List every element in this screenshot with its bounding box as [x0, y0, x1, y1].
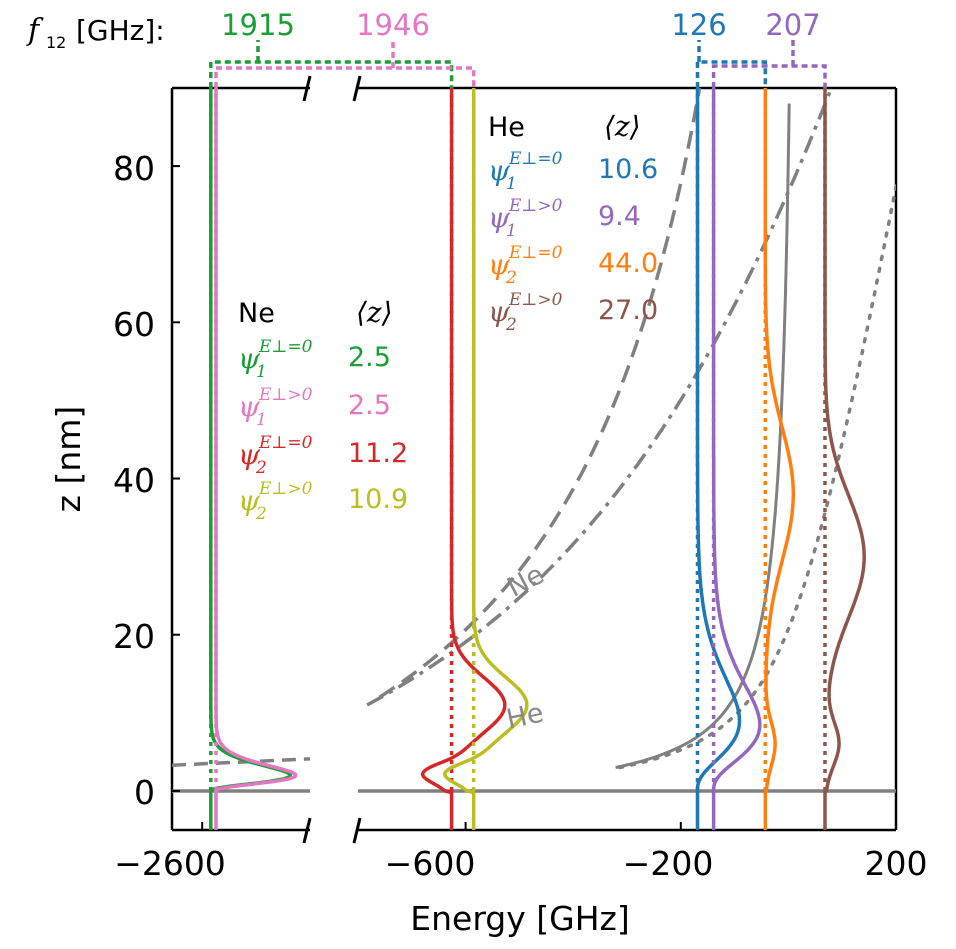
wavefunction-curve: [209, 88, 292, 830]
f12-header: f 12 [GHz]:: [26, 13, 165, 52]
legend-ne-entry: ψ 1 E⊥=0 2.5: [238, 337, 391, 382]
legend-psi: ψ: [488, 248, 511, 281]
he-potential-field: [618, 177, 896, 770]
legend-sup: E⊥>0: [508, 290, 563, 310]
transition-label-1915: 1915: [221, 8, 295, 42]
legend-ne-entry: ψ 2 E⊥=0 11.2: [238, 433, 408, 478]
y-tick-label: 60: [113, 305, 155, 344]
legend-value: 27.0: [598, 295, 658, 326]
legend-sup: E⊥>0: [508, 196, 563, 216]
wavefunction-curve: [420, 88, 507, 830]
legend-sup: E⊥=0: [508, 149, 563, 169]
legend-he-zlabel: ⟨z⟩: [604, 110, 641, 143]
f12-unit: [GHz]:: [76, 14, 165, 47]
y-tick-label: 80: [113, 149, 155, 188]
transition-label-126: 126: [671, 8, 726, 42]
wavefunctions-left: [209, 88, 298, 830]
transition-brackets: [209, 40, 827, 88]
transition-label-207: 207: [765, 8, 820, 42]
legend-value: 11.2: [348, 438, 408, 469]
x-tick-labels: −2600 −600 −200 200: [114, 844, 927, 883]
transition-bracket: [711, 64, 827, 88]
wavefunction-curve: [442, 88, 529, 830]
potential-label-ne: Ne: [502, 559, 549, 604]
f12-subscript: 12: [46, 33, 66, 52]
f12-symbol: f: [26, 13, 44, 48]
legend-he: He ⟨z⟩ ψ 1 E⊥=0 10.6 ψ 1 E⊥>0 9.4 ψ 2 E⊥…: [488, 110, 658, 335]
legend-sub: 1: [506, 174, 517, 194]
x-tick-label: 200: [865, 844, 928, 883]
ne-potential-zero-field: [378, 88, 702, 699]
legend-sub: 1: [256, 362, 267, 382]
ne-potential-left: [172, 757, 310, 767]
legend-sub: 2: [505, 315, 517, 335]
legend-ne-entry: ψ 1 E⊥>0 2.5: [238, 385, 391, 430]
transition-bracket: [214, 66, 476, 88]
legend-sub: 2: [255, 504, 267, 524]
legend-sup: E⊥>0: [258, 479, 313, 499]
he-potential-zero-field: [615, 103, 791, 769]
legend-he-entry: ψ 2 E⊥=0 44.0: [488, 243, 658, 288]
legend-sub: 2: [255, 458, 267, 478]
legend-he-entry: ψ 1 E⊥=0 10.6: [488, 149, 658, 194]
legend-ne: Ne ⟨z⟩ ψ 1 E⊥=0 2.5 ψ 1 E⊥>0 2.5 ψ 2 E⊥=…: [238, 296, 408, 524]
potential-curves-left: [172, 757, 310, 793]
y-tick-label: 0: [134, 773, 155, 812]
legend-ne-title: Ne: [238, 298, 275, 329]
legend-psi: ψ: [238, 390, 261, 423]
legend-psi: ψ: [488, 154, 511, 187]
wavefunction-curve: [695, 88, 742, 830]
transition-bracket: [209, 60, 454, 88]
x-axis-label: Energy [GHz]: [410, 899, 629, 938]
legend-psi: ψ: [488, 295, 511, 328]
x-tick-label: −200: [623, 844, 714, 883]
legend-sup: E⊥>0: [258, 385, 313, 405]
y-axis-label: z [nm]: [49, 406, 88, 513]
legend-ne-entry: ψ 2 E⊥>0 10.9: [238, 479, 408, 524]
potential-curves-right: [358, 88, 896, 793]
legend-sup: E⊥=0: [258, 433, 313, 453]
axis-ticks: [172, 165, 897, 830]
legend-sub: 1: [256, 410, 267, 430]
legend-value: 10.6: [598, 154, 658, 185]
y-tick-label: 40: [113, 461, 155, 500]
legend-value: 10.9: [348, 484, 408, 515]
wavefunction-curve: [823, 88, 866, 830]
wavefunction-curve: [214, 88, 298, 830]
legend-psi: ψ: [238, 484, 261, 517]
axis-break-marks: [302, 75, 362, 844]
legend-sup: E⊥=0: [508, 243, 563, 263]
potential-label-he: He: [504, 697, 547, 735]
plot-frame: [170, 86, 898, 832]
legend-ne-zlabel: ⟨z⟩: [356, 296, 393, 329]
legend-value: 2.5: [348, 342, 391, 373]
legend-he-title: He: [488, 112, 525, 143]
ne-potential-field: [366, 88, 833, 707]
legend-psi: ψ: [238, 438, 261, 471]
wavefunction-curve: [763, 88, 796, 830]
legend-value: 9.4: [598, 201, 641, 232]
transition-label-1946: 1946: [356, 8, 430, 42]
y-tick-label: 20: [113, 617, 155, 656]
legend-psi: ψ: [488, 201, 511, 234]
legend-value: 2.5: [348, 390, 391, 421]
wavefunction-curve: [711, 88, 762, 830]
legend-sub: 1: [506, 221, 517, 241]
legend-sup: E⊥=0: [258, 337, 313, 357]
legend-he-entry: ψ 1 E⊥>0 9.4: [488, 196, 641, 241]
transition-bracket: [695, 60, 768, 88]
wavefunctions-right: [420, 88, 866, 830]
legend-he-entry: ψ 2 E⊥>0 27.0: [488, 290, 658, 335]
legend-value: 44.0: [598, 248, 658, 279]
x-tick-label: −2600: [114, 844, 226, 883]
x-tick-label: −600: [385, 844, 476, 883]
legend-sub: 2: [505, 268, 517, 288]
y-tick-labels: 0 20 40 60 80: [113, 149, 155, 812]
legend-psi: ψ: [238, 342, 261, 375]
